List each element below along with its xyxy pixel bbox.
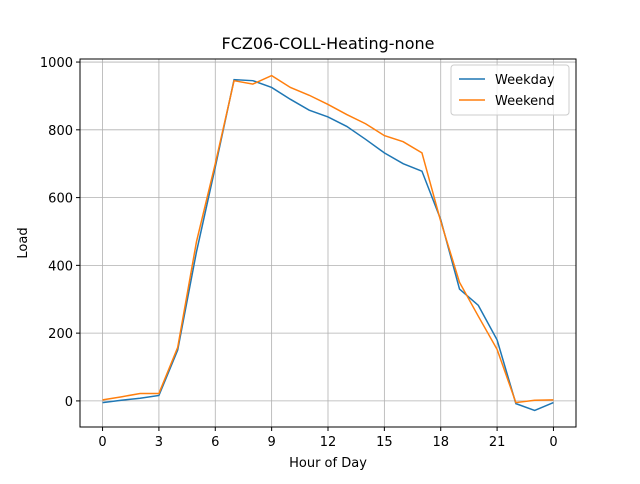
y-tick-label: 0 [65,395,73,410]
x-tick-label: 12 [320,435,337,450]
chart-title: FCZ06-COLL-Heating-none [222,34,435,53]
y-tick-label: 800 [48,124,73,139]
x-tick-label: 6 [211,435,219,450]
x-axis-label: Hour of Day [289,456,367,471]
x-tick-label: 0 [549,435,557,450]
legend-box [450,64,570,116]
y-tick-label: 400 [48,259,73,274]
series-line [102,78,554,412]
series-line [102,74,554,404]
legend-label: Weekday [495,73,555,88]
x-tick-label: 18 [432,435,449,450]
x-tick-label: 0 [98,435,106,450]
x-tick-label: 21 [489,435,506,450]
y-tick-label: 1000 [40,56,73,71]
y-tick-label: 600 [48,192,73,207]
y-tick-label: 200 [48,327,73,342]
x-tick-label: 3 [155,435,163,450]
y-axis-label: Load [16,227,31,258]
legend-label: Weekend [495,94,555,109]
plot-frame [79,58,577,428]
x-tick-label: 15 [376,435,393,450]
x-tick-label: 9 [267,435,275,450]
